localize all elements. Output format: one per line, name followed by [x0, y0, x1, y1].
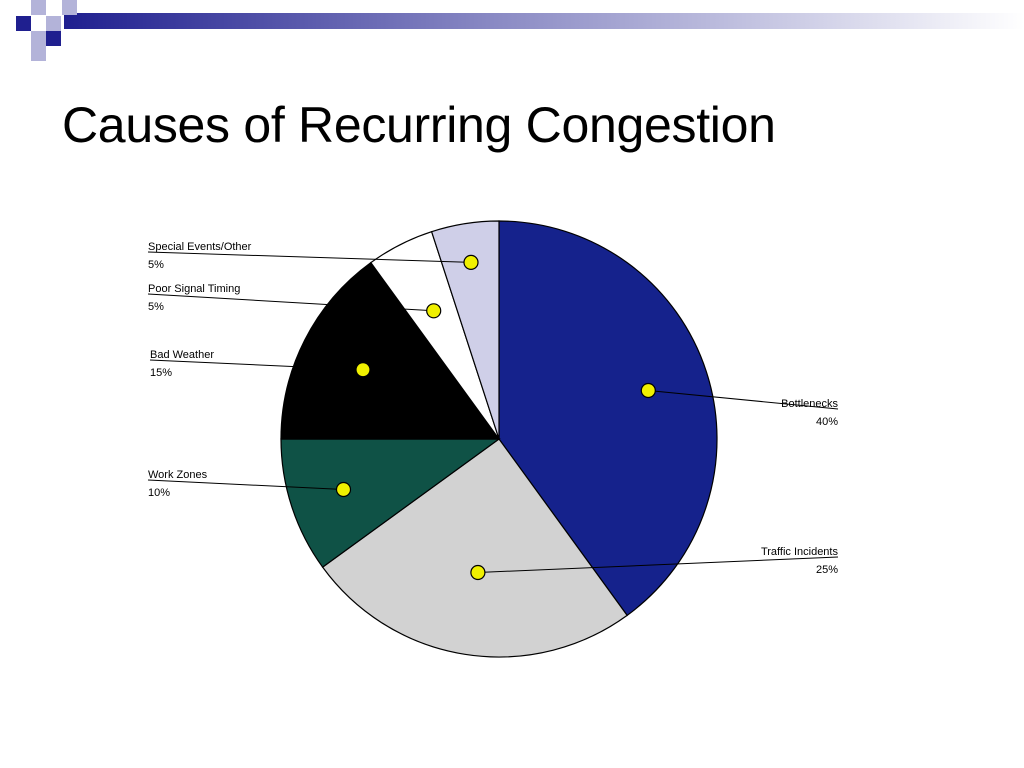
- deco-square: [46, 31, 61, 46]
- header-gradient-bar: [64, 13, 1024, 29]
- slice-label-traffic-incidents: Traffic Incidents: [761, 546, 839, 558]
- slice-value-work-zones: 10%: [148, 487, 170, 499]
- deco-square: [46, 16, 61, 31]
- leader-line-bottlenecks: [648, 390, 839, 410]
- leader-line-bad-weather: [149, 359, 364, 371]
- slice-marker-poor-signal-timing: [426, 303, 442, 319]
- slice-marker-work-zones: [335, 481, 352, 498]
- slice-label-special-events-other: Special Events/Other: [148, 241, 252, 253]
- slice-marker-bad-weather: [355, 362, 371, 378]
- leader-line-work-zones: [147, 479, 344, 490]
- pie-slice-special-events-other: [430, 220, 500, 440]
- slice-value-poor-signal-timing: 5%: [148, 301, 164, 313]
- slice-label-work-zones: Work Zones: [148, 469, 208, 481]
- slice-marker-traffic-incidents: [470, 564, 486, 581]
- slice-value-bad-weather: 15%: [150, 367, 172, 379]
- slice-marker-special-events-other: [463, 254, 479, 270]
- deco-square: [31, 46, 46, 61]
- leader-line-poor-signal-timing: [147, 293, 434, 312]
- slide-title: Causes of Recurring Congestion: [62, 97, 776, 153]
- deco-square: [62, 0, 77, 15]
- deco-square: [31, 0, 46, 15]
- pie-slice-traffic-incidents: [321, 438, 628, 658]
- header-decoration: [16, 0, 1024, 61]
- pie-slice-bad-weather: [280, 261, 501, 440]
- pie-slice-bottlenecks: [498, 220, 718, 617]
- deco-square: [31, 31, 46, 46]
- deco-square: [16, 16, 31, 31]
- slice-label-bottlenecks: Bottlenecks: [781, 398, 838, 410]
- slice-value-traffic-incidents: 25%: [816, 564, 838, 576]
- slice-label-poor-signal-timing: Poor Signal Timing: [148, 283, 240, 295]
- slice-value-special-events-other: 5%: [148, 259, 164, 271]
- pie-slice-work-zones: [280, 438, 501, 568]
- slice-value-bottlenecks: 40%: [816, 416, 838, 428]
- slice-marker-bottlenecks: [640, 382, 656, 399]
- leader-line-special-events-other: [147, 251, 472, 263]
- leader-line-traffic-incidents: [477, 556, 839, 573]
- slice-label-bad-weather: Bad Weather: [150, 349, 214, 361]
